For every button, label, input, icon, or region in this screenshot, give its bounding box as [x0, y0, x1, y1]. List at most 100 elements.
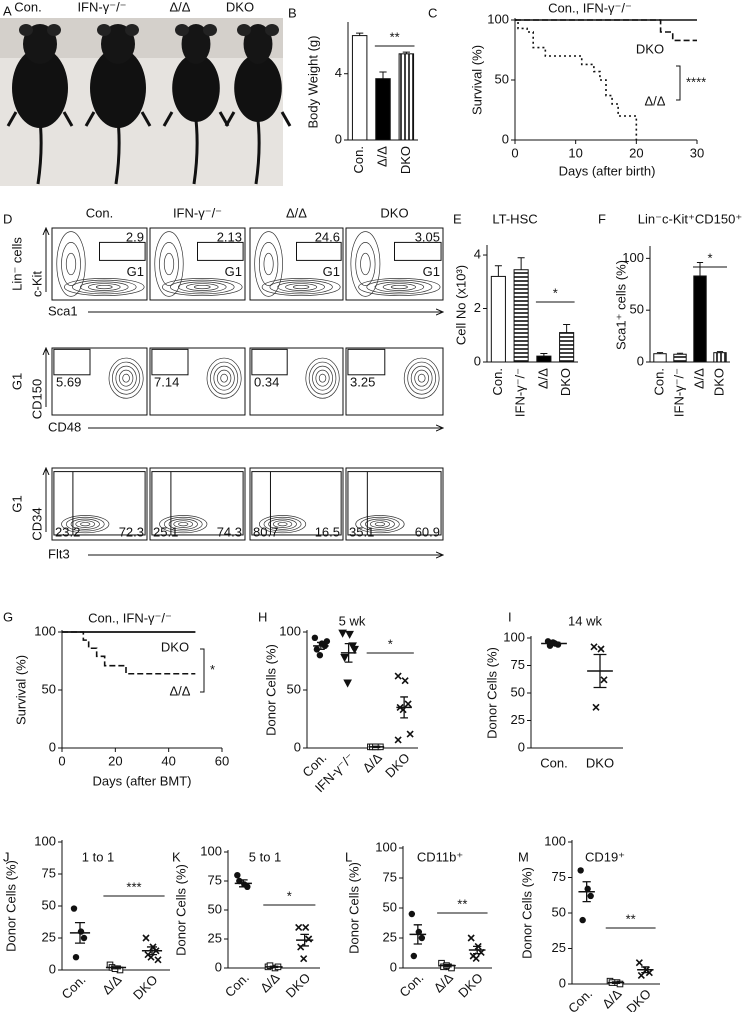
contour [390, 284, 408, 290]
dot [404, 700, 412, 708]
plot-frame [51, 467, 148, 541]
gate-value: 0.34 [254, 374, 279, 389]
contour [417, 373, 426, 383]
plot-frame [345, 227, 444, 301]
panel-letter: G [3, 609, 13, 624]
x-tick-label: 30 [690, 145, 704, 160]
x-tick-label: DKO [283, 970, 314, 1001]
gate [394, 241, 442, 261]
y-axis-label: Donor Cells (%) [263, 644, 278, 736]
x-tick-label: Con. [351, 146, 366, 173]
error-bar [696, 262, 704, 276]
significance: ** [390, 29, 400, 44]
y-tick-label: 0 [335, 131, 342, 146]
contour [414, 369, 429, 387]
x-tick-label: Con. [651, 368, 666, 395]
survival-line [515, 19, 697, 42]
gate [99, 241, 146, 261]
contour [115, 365, 137, 391]
y-tick-label: 4 [335, 65, 342, 80]
y-axis-label: Donor Cells (%) [519, 867, 534, 959]
error-bar [316, 641, 325, 651]
y-axis-label: Body Weight (g) [305, 36, 320, 129]
error-bar [110, 965, 122, 970]
y-tick-label: 50 [511, 684, 525, 699]
error-bar [611, 981, 621, 984]
gate [197, 241, 244, 261]
gate-value: 74.3 [217, 524, 242, 539]
x-tick-label: Con. [222, 970, 252, 1000]
x-tick-label: DKO [382, 750, 413, 781]
y-axis-label: Cell No (x10³) [453, 265, 468, 345]
contour [162, 278, 243, 297]
error-bar [676, 352, 684, 355]
dot [305, 935, 313, 943]
gate-value: 16.5 [315, 524, 340, 539]
axis-label: Sca1 [48, 303, 78, 318]
significance: **** [686, 74, 706, 89]
y-tick-label: 75 [511, 657, 525, 672]
dot [587, 892, 594, 900]
dot [472, 954, 480, 962]
x-tick-label: DKO [558, 368, 573, 396]
mouse-ear [265, 24, 279, 36]
error-bar [239, 879, 248, 888]
column-header: Con. [86, 205, 113, 220]
mouse-ear [97, 24, 111, 36]
x-tick-label: Δ/Δ [99, 972, 125, 998]
mouse-body [172, 54, 220, 122]
y-tick-label: 0 [474, 353, 481, 368]
x-tick-label: Δ/Δ [691, 368, 706, 389]
contour [358, 278, 441, 297]
contour [374, 281, 425, 293]
column-header: DKO [380, 205, 408, 220]
gate [53, 348, 91, 376]
mouse-body [234, 54, 282, 122]
x-tick-label: Δ/Δ [374, 146, 389, 167]
y-tick-label: 50 [287, 681, 301, 696]
error-bar [582, 881, 591, 903]
mouse-ear [237, 24, 251, 36]
dot [311, 634, 319, 641]
column-header: IFN-γ⁻/⁻ [173, 205, 222, 220]
significance: * [210, 662, 215, 677]
bar [398, 53, 415, 141]
contour [122, 373, 130, 383]
error-bar [269, 965, 279, 969]
x-tick-label: Δ/Δ [599, 986, 625, 1012]
dot [394, 736, 402, 744]
contour [206, 357, 242, 399]
contour [163, 252, 175, 276]
contour [308, 361, 337, 395]
contour [65, 516, 105, 532]
mouse-ear [47, 24, 61, 36]
x-tick-label: IFN-γ⁻/⁻ [671, 368, 686, 417]
y-tick-label: 100 [544, 833, 566, 848]
dot [77, 928, 85, 935]
significance: *** [126, 879, 141, 894]
y-tick-label: 50 [42, 897, 56, 912]
contour [263, 516, 302, 532]
y-tick-label: 0 [559, 975, 566, 990]
x-tick-label: Δ/Δ [535, 368, 550, 389]
y-tick-label: 0 [294, 739, 301, 754]
contour [263, 252, 274, 276]
significance: * [707, 250, 712, 265]
axis-label: CD150 [29, 379, 44, 419]
contour [154, 231, 184, 297]
x-tick-label: 0 [58, 753, 65, 768]
mouse-leg [6, 111, 18, 127]
x-tick-label: DKO [130, 972, 161, 1003]
chart-title: LT-HSC [492, 211, 537, 226]
error-bar [379, 71, 387, 79]
contour [70, 518, 100, 530]
x-axis-label: Days (after BMT) [93, 773, 192, 788]
significance-bracket [676, 65, 681, 101]
mouse-tail [192, 119, 199, 185]
gate-label: G1 [323, 264, 340, 279]
mouse-head [101, 24, 135, 64]
mouse-leg [140, 111, 152, 127]
contour [315, 369, 330, 387]
gate [296, 241, 342, 261]
